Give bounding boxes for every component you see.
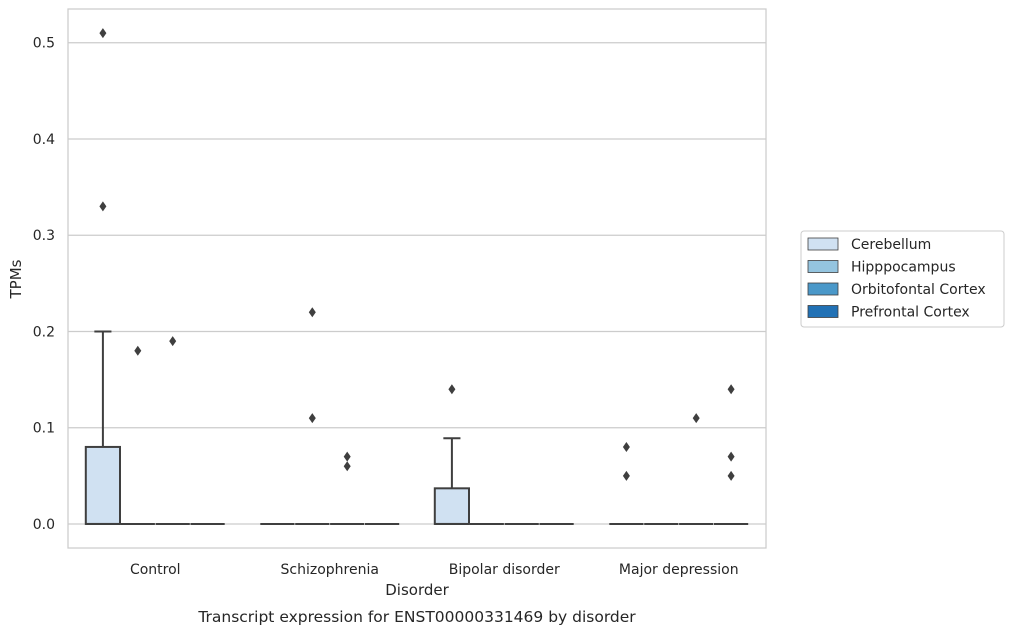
box-1-0 — [120, 345, 155, 525]
outlier-point — [308, 413, 316, 424]
x-tick-label: Bipolar disorder — [449, 562, 560, 578]
outlier-point — [727, 470, 735, 481]
outlier-point — [692, 413, 700, 424]
x-tick-label: Schizophrenia — [281, 562, 379, 578]
outlier-point — [343, 451, 351, 462]
legend-label: Cerebellum — [851, 237, 931, 253]
plot-area — [68, 9, 766, 548]
chart-caption: Transcript expression for ENST0000033146… — [197, 608, 636, 626]
box-body — [84, 445, 122, 525]
box-3-3 — [713, 384, 749, 525]
outlier-point — [448, 384, 456, 395]
y-tick-label: 0.2 — [33, 324, 55, 340]
legend-swatch — [807, 282, 839, 296]
outlier-point — [99, 201, 107, 212]
x-tick-label: Major depression — [619, 562, 739, 578]
legend: Cerebellum Hipppocampus Orbitofontal Corte… — [800, 230, 1005, 328]
y-tick-label: 0.3 — [33, 228, 55, 244]
y-tick-label: 0.0 — [33, 517, 55, 533]
boxes — [84, 28, 749, 525]
outlier-point — [134, 345, 142, 356]
plot-frame — [67, 8, 767, 549]
outlier-point — [99, 28, 107, 39]
outlier-point — [727, 384, 735, 395]
legend-swatch — [807, 237, 839, 251]
box-1-1 — [295, 307, 330, 525]
box-0-2 — [433, 384, 471, 525]
legend-label: Orbitofontal Cortex — [851, 282, 986, 298]
box-2-1 — [330, 451, 365, 525]
y-tick-label: 0.4 — [33, 132, 55, 148]
box-2-0 — [155, 336, 190, 525]
box-0-3 — [609, 441, 644, 525]
legend-swatch — [807, 260, 839, 273]
outlier-point — [622, 441, 630, 452]
x-tick-labels: Control Schizophrenia Bipolar disorder Majo… — [130, 562, 739, 578]
box-body — [433, 487, 471, 525]
outlier-point — [727, 451, 735, 462]
y-tick-label: 0.1 — [33, 421, 55, 437]
outlier-point — [169, 336, 177, 347]
y-axis-label: TPMs — [7, 259, 25, 299]
legend-frame — [800, 230, 1005, 328]
y-tick-labels: 0.0 0.1 0.2 0.3 0.4 0.5 — [33, 36, 55, 533]
legend-swatch — [807, 305, 839, 318]
outlier-point — [622, 470, 630, 481]
box-2-3 — [679, 413, 714, 525]
x-tick-label: Control — [130, 562, 181, 578]
outlier-point — [343, 461, 351, 472]
box-0-0 — [84, 28, 122, 525]
legend-label: Prefrontal Cortex — [851, 305, 970, 321]
y-tick-label: 0.5 — [33, 36, 55, 52]
x-axis-label: Disorder — [385, 581, 449, 599]
legend-label: Hipppocampus — [851, 260, 956, 276]
outlier-point — [308, 307, 316, 318]
